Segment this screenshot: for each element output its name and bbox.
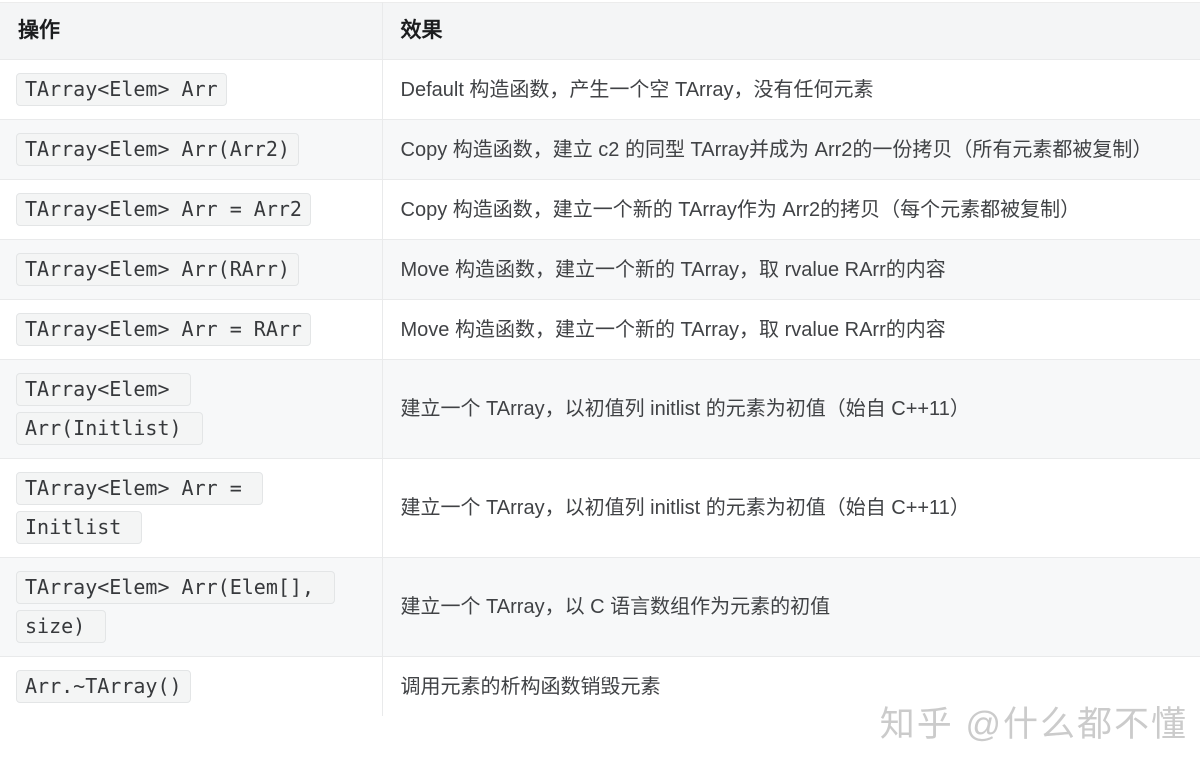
effect-cell: Move 构造函数，建立一个新的 TArray，取 rvalue RArr的内容 — [381, 299, 1200, 360]
table-row: Arr.~TArray() 调用元素的析构函数销毁元素 — [0, 656, 1200, 716]
code-line: TArray<Elem> — [16, 373, 366, 406]
code-chip: Arr.~TArray() — [16, 670, 191, 703]
column-header-effect: 效果 — [381, 2, 1200, 60]
effect-cell: 建立一个 TArray，以 C 语言数组作为元素的初值 — [381, 557, 1200, 657]
table-row: TArray<Elem> Arr Default 构造函数，产生一个空 TArr… — [0, 59, 1200, 120]
effect-cell: 建立一个 TArray，以初值列 initlist 的元素为初值（始自 C++1… — [381, 458, 1200, 558]
table-body: TArray<Elem> Arr Default 构造函数，产生一个空 TArr… — [0, 59, 1200, 716]
table-header: 操作 效果 — [0, 2, 1200, 60]
operation-cell: TArray<Elem> Arr(Arr2) — [0, 119, 382, 180]
table-row: TArray<Elem> Arr(Elem[], size) 建立一个 TArr… — [0, 557, 1200, 657]
code-chip: TArray<Elem> Arr(RArr) — [16, 253, 299, 286]
code-chip: TArray<Elem> Arr(Arr2) — [16, 133, 299, 166]
table-row: TArray<Elem> Arr(Arr2) Copy 构造函数，建立 c2 的… — [0, 119, 1200, 180]
table-row: TArray<Elem> Arr = Initlist 建立一个 TArray，… — [0, 458, 1200, 558]
code-line: Arr(Initlist) — [16, 412, 366, 445]
effect-cell: Copy 构造函数，建立 c2 的同型 TArray并成为 Arr2的一份拷贝（… — [381, 119, 1200, 180]
code-chip: TArray<Elem> Arr = Arr2 — [16, 193, 311, 226]
code-chip: size) — [16, 610, 107, 643]
operation-cell: TArray<Elem> Arr(Elem[], size) — [0, 557, 382, 657]
table-row: TArray<Elem> Arr(RArr) Move 构造函数，建立一个新的 … — [0, 239, 1200, 300]
code-chip: TArray<Elem> Arr = RArr — [16, 313, 311, 346]
effect-cell: Copy 构造函数，建立一个新的 TArray作为 Arr2的拷贝（每个元素都被… — [381, 179, 1200, 240]
operation-cell: TArray<Elem> Arr = Initlist — [0, 458, 382, 558]
code-line: Arr.~TArray() — [16, 670, 366, 703]
effect-cell: Default 构造函数，产生一个空 TArray，没有任何元素 — [381, 59, 1200, 120]
code-chip: TArray<Elem> — [16, 373, 191, 406]
code-line: TArray<Elem> Arr = RArr — [16, 313, 366, 346]
table-row: TArray<Elem> Arr = Arr2 Copy 构造函数，建立一个新的… — [0, 179, 1200, 240]
code-chip: TArray<Elem> Arr(Elem[], — [16, 571, 336, 604]
code-chip: Initlist — [16, 511, 143, 544]
table-row: TArray<Elem> Arr = RArr Move 构造函数，建立一个新的… — [0, 299, 1200, 360]
table-row: TArray<Elem> Arr(Initlist) 建立一个 TArray，以… — [0, 359, 1200, 459]
effect-cell: 调用元素的析构函数销毁元素 — [381, 656, 1200, 716]
code-line: TArray<Elem> Arr(Arr2) — [16, 133, 366, 166]
code-chip: TArray<Elem> Arr — [16, 73, 227, 106]
operation-cell: TArray<Elem> Arr = RArr — [0, 299, 382, 360]
column-header-operation: 操作 — [0, 2, 382, 60]
operation-cell: TArray<Elem> Arr(RArr) — [0, 239, 382, 300]
code-line: TArray<Elem> Arr = Arr2 — [16, 193, 366, 226]
operations-table: 操作 效果 TArray<Elem> Arr Default 构造函数，产生一个… — [0, 2, 1200, 716]
code-line: TArray<Elem> Arr — [16, 73, 366, 106]
effect-cell: 建立一个 TArray，以初值列 initlist 的元素为初值（始自 C++1… — [381, 359, 1200, 459]
operation-cell: TArray<Elem> Arr(Initlist) — [0, 359, 382, 459]
code-line: TArray<Elem> Arr = — [16, 472, 366, 505]
operation-cell: TArray<Elem> Arr — [0, 60, 382, 120]
operation-cell: Arr.~TArray() — [0, 656, 382, 716]
code-line: size) — [16, 610, 366, 643]
code-chip: TArray<Elem> Arr = — [16, 472, 263, 505]
code-line: Initlist — [16, 511, 366, 544]
effect-cell: Move 构造函数，建立一个新的 TArray，取 rvalue RArr的内容 — [381, 239, 1200, 300]
code-chip: Arr(Initlist) — [16, 412, 203, 445]
header-row: 操作 效果 — [0, 2, 1200, 60]
code-line: TArray<Elem> Arr(Elem[], — [16, 571, 366, 604]
operation-cell: TArray<Elem> Arr = Arr2 — [0, 179, 382, 240]
code-line: TArray<Elem> Arr(RArr) — [16, 253, 366, 286]
